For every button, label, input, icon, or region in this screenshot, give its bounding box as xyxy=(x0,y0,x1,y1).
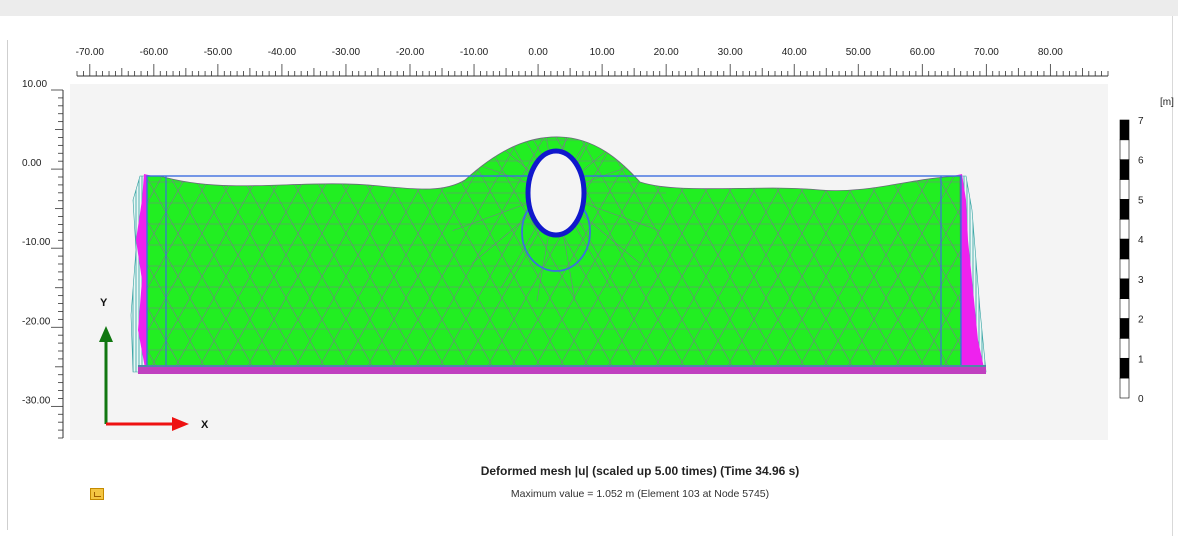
scale-label: 0 xyxy=(1138,394,1144,405)
scale-segment xyxy=(1119,139,1130,161)
mesh-line xyxy=(887,136,961,369)
x-tick-label: 80.00 xyxy=(1038,47,1063,58)
legend-icon[interactable] xyxy=(90,488,104,500)
x-ruler: -70.00 -60.00 -50.00 -40.00 -30.00 -20.00 -10.… xyxy=(76,47,1109,77)
mesh-line xyxy=(1152,130,1178,380)
y-tick-label: 0.00 xyxy=(22,158,42,169)
x-tick-label: -10.00 xyxy=(460,47,489,58)
x-tick-label: -20.00 xyxy=(396,47,425,58)
mesh-line xyxy=(0,130,92,380)
scale-segment xyxy=(1119,218,1130,240)
plot-caption-subtitle: Maximum value = 1.052 m (Element 103 at … xyxy=(510,488,770,500)
bottom-boundary xyxy=(138,365,986,374)
x-tick-label: -30.00 xyxy=(332,47,361,58)
y-ruler: 10.00 0.00 -10.00 -20.00 -30.00 xyxy=(22,79,64,439)
scale-label: 6 xyxy=(1138,156,1144,167)
mesh-line xyxy=(1032,130,1172,380)
toolbar-strip xyxy=(0,0,1178,16)
panel-border-right xyxy=(1172,16,1173,536)
mesh-line xyxy=(0,130,140,380)
y-arrow-head xyxy=(99,326,113,342)
x-axis-label: X xyxy=(201,419,209,431)
mesh-line xyxy=(984,130,1124,380)
y-tick-label: -20.00 xyxy=(22,316,51,327)
mesh-line xyxy=(0,130,20,380)
mesh-line xyxy=(1104,130,1178,380)
mesh-line xyxy=(984,130,1124,380)
tunnel-lining xyxy=(525,148,587,238)
plot-caption-title: Deformed mesh |u| (scaled up 5.00 times)… xyxy=(480,464,800,478)
displacement-scale-bar: [m] 7 6 5 4 3 2 1 0 xyxy=(1119,97,1174,405)
scale-label: 4 xyxy=(1138,235,1144,246)
scale-segment xyxy=(1119,278,1130,300)
scale-segment xyxy=(1119,119,1130,141)
x-tick-label: -60.00 xyxy=(140,47,169,58)
x-tick-label: 50.00 xyxy=(846,47,871,58)
mesh-line xyxy=(1128,130,1178,380)
x-tick-label: -50.00 xyxy=(204,47,233,58)
x-tick-label: 10.00 xyxy=(590,47,615,58)
x-tick-label: 0.00 xyxy=(528,47,548,58)
mesh-line xyxy=(1128,130,1178,380)
mesh-line xyxy=(1056,130,1178,380)
x-tick-label: 40.00 xyxy=(782,47,807,58)
mesh-line xyxy=(0,130,20,380)
axis-triad: Y X xyxy=(99,297,209,431)
mesh-line xyxy=(935,136,961,369)
scale-segment xyxy=(1119,298,1130,319)
x-tick-label: -70.00 xyxy=(76,47,105,58)
scale-segment xyxy=(1119,258,1130,280)
y-tick-label: 10.00 xyxy=(22,79,47,90)
scale-segment xyxy=(1119,199,1130,220)
scale-segment xyxy=(1119,179,1130,200)
mesh-line xyxy=(1032,130,1172,380)
mesh-line xyxy=(1152,130,1178,380)
mesh-line xyxy=(479,136,621,369)
y-axis-label: Y xyxy=(100,297,108,309)
scale-segment xyxy=(1119,377,1130,399)
scale-segment xyxy=(1119,357,1130,379)
x-tick-label: 70.00 xyxy=(974,47,999,58)
scale-label: 3 xyxy=(1138,275,1144,286)
scale-label: 5 xyxy=(1138,195,1144,206)
panel-border xyxy=(7,40,8,530)
x-arrow-head xyxy=(172,417,189,431)
mesh-line xyxy=(359,136,501,369)
mesh-line xyxy=(1056,130,1178,380)
mesh-line xyxy=(383,136,525,369)
mesh-line xyxy=(147,136,189,369)
y-tick-label: -30.00 xyxy=(22,395,51,406)
mesh-line xyxy=(0,130,140,380)
scale-label: 1 xyxy=(1138,354,1144,365)
mesh-line xyxy=(0,130,116,380)
scale-segment xyxy=(1119,159,1130,180)
x-tick-label: 30.00 xyxy=(718,47,743,58)
y-tick-label: -10.00 xyxy=(22,237,51,248)
mesh-line xyxy=(0,130,92,380)
mesh-line xyxy=(863,136,961,369)
mesh-line xyxy=(407,136,549,369)
mesh-line xyxy=(503,136,645,369)
x-tick-label: -40.00 xyxy=(268,47,297,58)
mesh-line xyxy=(1104,130,1178,380)
scale-unit: [m] xyxy=(1160,97,1174,108)
x-tick-label: 60.00 xyxy=(910,47,935,58)
scale-segment xyxy=(1119,338,1130,359)
mesh-line xyxy=(0,130,116,380)
mesh-line xyxy=(147,136,213,369)
x-tick-label: 20.00 xyxy=(654,47,679,58)
scale-segment xyxy=(1119,318,1130,339)
scale-label: 2 xyxy=(1138,315,1144,326)
scale-segment xyxy=(1119,238,1130,260)
mesh-line xyxy=(911,136,961,369)
scale-label: 7 xyxy=(1138,116,1144,127)
